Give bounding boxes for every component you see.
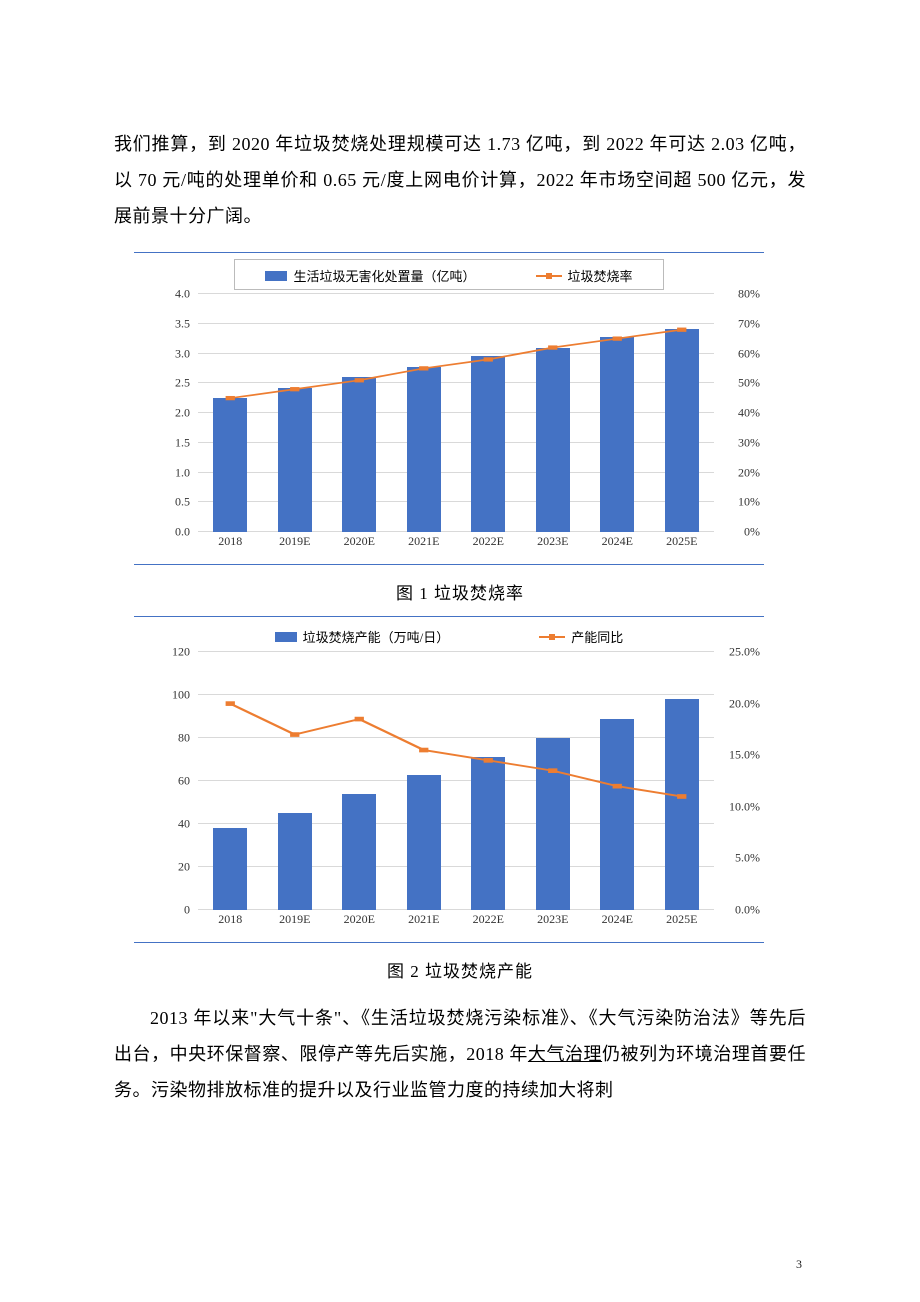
x-tick: 2024E <box>585 534 650 554</box>
legend-bar-swatch <box>265 271 287 281</box>
x-tick: 2025E <box>650 534 715 554</box>
chart2-legend-bar: 垃圾焚烧产能（万吨/日） <box>275 627 450 646</box>
bar <box>278 388 312 532</box>
legend-bar-label: 生活垃圾无害化处置量（亿吨） <box>293 266 475 285</box>
chart1-x-axis: 20182019E2020E2021E2022E2023E2024E2025E <box>198 534 714 554</box>
chart2-y-left: 020406080100120 <box>158 652 194 910</box>
y-left-tick: 20 <box>158 860 190 875</box>
x-tick: 2022E <box>456 534 521 554</box>
y-right-tick: 20% <box>714 465 760 480</box>
y-left-tick: 1.0 <box>158 465 190 480</box>
chart2-y-right: 0.0%5.0%10.0%15.0%20.0%25.0% <box>714 652 760 910</box>
bar <box>471 356 505 532</box>
bar <box>407 775 441 910</box>
chart1-y-left: 0.00.51.01.52.02.53.03.54.0 <box>158 294 194 532</box>
bar <box>342 377 376 532</box>
y-left-tick: 1.5 <box>158 435 190 450</box>
legend-line-label: 垃圾焚烧率 <box>568 266 633 285</box>
y-left-tick: 60 <box>158 774 190 789</box>
chart2-legend: 垃圾焚烧产能（万吨/日） 产能同比 <box>199 621 699 648</box>
y-left-tick: 3.5 <box>158 316 190 331</box>
legend-line-swatch <box>539 632 565 642</box>
y-left-tick: 0.5 <box>158 495 190 510</box>
y-left-tick: 100 <box>158 688 190 703</box>
chart2-bars <box>198 652 714 910</box>
y-right-tick: 10.0% <box>714 799 760 814</box>
x-tick: 2019E <box>263 912 328 932</box>
chart2-x-axis: 20182019E2020E2021E2022E2023E2024E2025E <box>198 912 714 932</box>
chart-incineration-capacity: 垃圾焚烧产能（万吨/日） 产能同比 020406080100120 0.0%5.… <box>134 616 764 943</box>
y-left-tick: 3.0 <box>158 346 190 361</box>
bar <box>600 337 634 532</box>
x-tick: 2023E <box>521 534 586 554</box>
chart2-caption: 图 2 垃圾焚烧产能 <box>114 957 806 982</box>
chart1-legend-bar: 生活垃圾无害化处置量（亿吨） <box>265 266 475 285</box>
y-right-tick: 0% <box>714 525 760 540</box>
chart-incineration-rate: 生活垃圾无害化处置量（亿吨） 垃圾焚烧率 0.00.51.01.52.02.53… <box>134 252 764 565</box>
x-tick: 2020E <box>327 534 392 554</box>
legend-line-label: 产能同比 <box>571 627 623 646</box>
chart1-legend: 生活垃圾无害化处置量（亿吨） 垃圾焚烧率 <box>234 259 664 290</box>
page: 我们推算，到 2020 年垃圾焚烧处理规模可达 1.73 亿吨，到 2022 年… <box>0 0 920 1302</box>
x-tick: 2023E <box>521 912 586 932</box>
y-right-tick: 60% <box>714 346 760 361</box>
bar <box>536 738 570 910</box>
y-left-tick: 0.0 <box>158 525 190 540</box>
y-right-tick: 0.0% <box>714 903 760 918</box>
p2-underline: 大气治理 <box>528 1044 602 1064</box>
y-left-tick: 2.0 <box>158 406 190 421</box>
y-left-tick: 40 <box>158 817 190 832</box>
y-right-tick: 15.0% <box>714 748 760 763</box>
y-right-tick: 30% <box>714 435 760 450</box>
y-right-tick: 5.0% <box>714 851 760 866</box>
y-left-tick: 80 <box>158 731 190 746</box>
bar <box>665 329 699 532</box>
x-tick: 2021E <box>392 534 457 554</box>
chart1-y-right: 0%10%20%30%40%50%60%70%80% <box>714 294 760 532</box>
bar <box>278 813 312 910</box>
y-right-tick: 25.0% <box>714 645 760 660</box>
x-tick: 2018 <box>198 912 263 932</box>
y-left-tick: 2.5 <box>158 376 190 391</box>
x-tick: 2018 <box>198 534 263 554</box>
chart1-legend-line: 垃圾焚烧率 <box>536 266 633 285</box>
bar <box>342 794 376 910</box>
y-left-tick: 120 <box>158 645 190 660</box>
chart1-caption: 图 1 垃圾焚烧率 <box>114 579 806 604</box>
legend-line-swatch <box>536 271 562 281</box>
y-right-tick: 40% <box>714 406 760 421</box>
chart1-plot: 0.00.51.01.52.02.53.03.54.0 0%10%20%30%4… <box>162 294 746 554</box>
x-tick: 2024E <box>585 912 650 932</box>
paragraph-policy: 2013 年以来"大气十条"、《生活垃圾焚烧污染标准》、《大气污染防治法》等先后… <box>114 1000 806 1108</box>
y-right-tick: 50% <box>714 376 760 391</box>
y-right-tick: 70% <box>714 316 760 331</box>
x-tick: 2020E <box>327 912 392 932</box>
y-right-tick: 20.0% <box>714 696 760 711</box>
paragraph-intro: 我们推算，到 2020 年垃圾焚烧处理规模可达 1.73 亿吨，到 2022 年… <box>114 126 806 234</box>
legend-bar-swatch <box>275 632 297 642</box>
x-tick: 2022E <box>456 912 521 932</box>
legend-bar-label: 垃圾焚烧产能（万吨/日） <box>303 627 450 646</box>
chart2-legend-line: 产能同比 <box>539 627 623 646</box>
x-tick: 2019E <box>263 534 328 554</box>
chart2-plot: 020406080100120 0.0%5.0%10.0%15.0%20.0%2… <box>162 652 746 932</box>
bar <box>600 719 634 910</box>
bar <box>213 828 247 910</box>
bar <box>536 348 570 532</box>
bar <box>213 398 247 532</box>
y-left-tick: 4.0 <box>158 287 190 302</box>
page-number: 3 <box>796 1257 802 1272</box>
x-tick: 2021E <box>392 912 457 932</box>
chart1-bars <box>198 294 714 532</box>
bar <box>665 699 699 910</box>
bar <box>471 757 505 910</box>
x-tick: 2025E <box>650 912 715 932</box>
y-left-tick: 0 <box>158 903 190 918</box>
bar <box>407 367 441 532</box>
y-right-tick: 10% <box>714 495 760 510</box>
y-right-tick: 80% <box>714 287 760 302</box>
